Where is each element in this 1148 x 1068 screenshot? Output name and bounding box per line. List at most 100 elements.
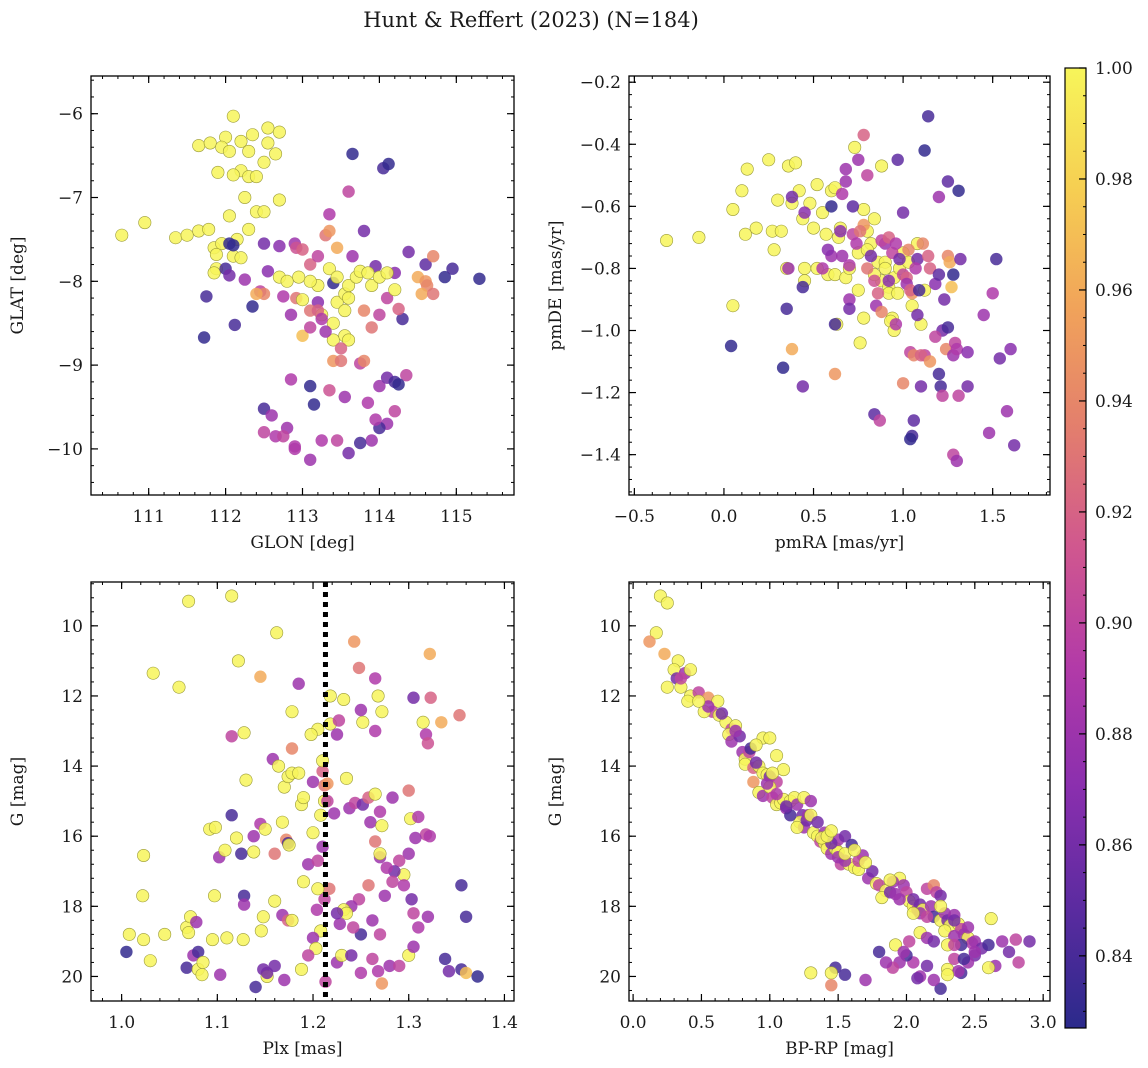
data-point: [796, 280, 809, 294]
data-point: [893, 893, 906, 906]
data-point: [196, 955, 210, 969]
data-point: [275, 815, 289, 829]
data-point: [342, 278, 356, 292]
data-point: [896, 377, 910, 390]
data-point: [375, 705, 389, 719]
data-point: [903, 935, 916, 948]
data-point: [984, 912, 998, 926]
data-point: [357, 304, 371, 317]
data-point: [326, 316, 340, 330]
data-point: [261, 265, 275, 278]
data-point: [660, 234, 674, 248]
data-point: [357, 354, 371, 368]
data-point: [361, 396, 375, 409]
y-tick-label: 16: [61, 827, 83, 847]
data-point: [947, 268, 960, 281]
data-point: [365, 434, 378, 447]
x-tick-label: 1.0: [890, 507, 917, 527]
data-point: [789, 156, 803, 170]
data-point: [235, 847, 248, 860]
data-point: [388, 283, 402, 297]
y-tick-label: 18: [599, 897, 621, 917]
data-point: [338, 390, 351, 404]
data-point: [270, 626, 284, 640]
data-point: [375, 819, 389, 833]
data-point: [760, 777, 774, 790]
data-point: [702, 700, 715, 713]
data-point: [115, 228, 129, 242]
data-point: [982, 938, 995, 952]
data-point: [950, 342, 963, 356]
data-point: [265, 409, 278, 422]
data-point: [257, 155, 271, 169]
y-tick-label: 14: [599, 757, 621, 777]
data-point: [749, 738, 763, 752]
data-point: [228, 318, 241, 332]
data-point: [878, 261, 892, 275]
data-point: [749, 221, 763, 235]
data-point: [868, 274, 881, 287]
data-point: [824, 824, 838, 838]
data-point: [397, 879, 411, 892]
points: [660, 110, 1021, 468]
data-point: [400, 369, 413, 382]
data-point: [311, 854, 324, 867]
data-point: [888, 938, 902, 952]
data-point: [322, 262, 336, 276]
data-point: [311, 882, 325, 896]
data-point: [326, 333, 340, 347]
x-tick-label: −0.5: [614, 507, 655, 527]
data-point: [230, 831, 244, 845]
data-point: [225, 730, 238, 743]
points: [120, 589, 484, 994]
data-point: [423, 830, 436, 843]
data-point: [770, 749, 784, 763]
data-point: [330, 295, 344, 309]
data-point: [853, 336, 867, 350]
data-point: [446, 262, 459, 275]
data-point: [319, 975, 332, 988]
data-point: [839, 162, 852, 176]
data-point: [419, 258, 432, 271]
data-point: [785, 342, 799, 356]
data-point: [861, 262, 874, 275]
data-point: [292, 270, 306, 284]
x-tick-label: 1.0: [108, 1013, 135, 1033]
data-point: [927, 935, 940, 948]
data-point: [957, 952, 971, 966]
data-point: [851, 283, 865, 297]
x-tick-label: 1.4: [491, 1013, 518, 1033]
data-point: [192, 945, 205, 959]
axes-frame: [628, 581, 1051, 1002]
y-tick-label: 10: [61, 617, 83, 637]
data-point: [914, 349, 928, 362]
data-point: [346, 250, 359, 263]
data-point: [330, 241, 344, 254]
data-point: [724, 339, 738, 353]
data-point: [873, 414, 886, 427]
data-point: [304, 379, 317, 393]
data-point: [692, 694, 706, 708]
data-point: [790, 820, 804, 834]
data-point: [342, 291, 356, 305]
x-tick-label: 1.5: [825, 1013, 852, 1033]
data-point: [407, 691, 420, 704]
data-point: [208, 889, 222, 903]
data-point: [226, 168, 240, 182]
data-point: [242, 222, 256, 236]
data-point: [427, 250, 440, 263]
data-point: [396, 312, 409, 326]
data-point: [804, 966, 818, 980]
data-point: [879, 956, 893, 969]
colorbar-tick-label: 0.86: [1095, 836, 1133, 856]
data-point: [172, 680, 186, 694]
data-point: [859, 973, 872, 987]
data-point: [948, 914, 961, 927]
data-point: [319, 325, 332, 338]
data-point: [239, 773, 253, 787]
data-point: [914, 380, 928, 393]
data-point: [932, 367, 946, 381]
y-tick-label: 20: [61, 967, 83, 987]
data-point: [202, 222, 216, 236]
data-point: [952, 965, 965, 978]
